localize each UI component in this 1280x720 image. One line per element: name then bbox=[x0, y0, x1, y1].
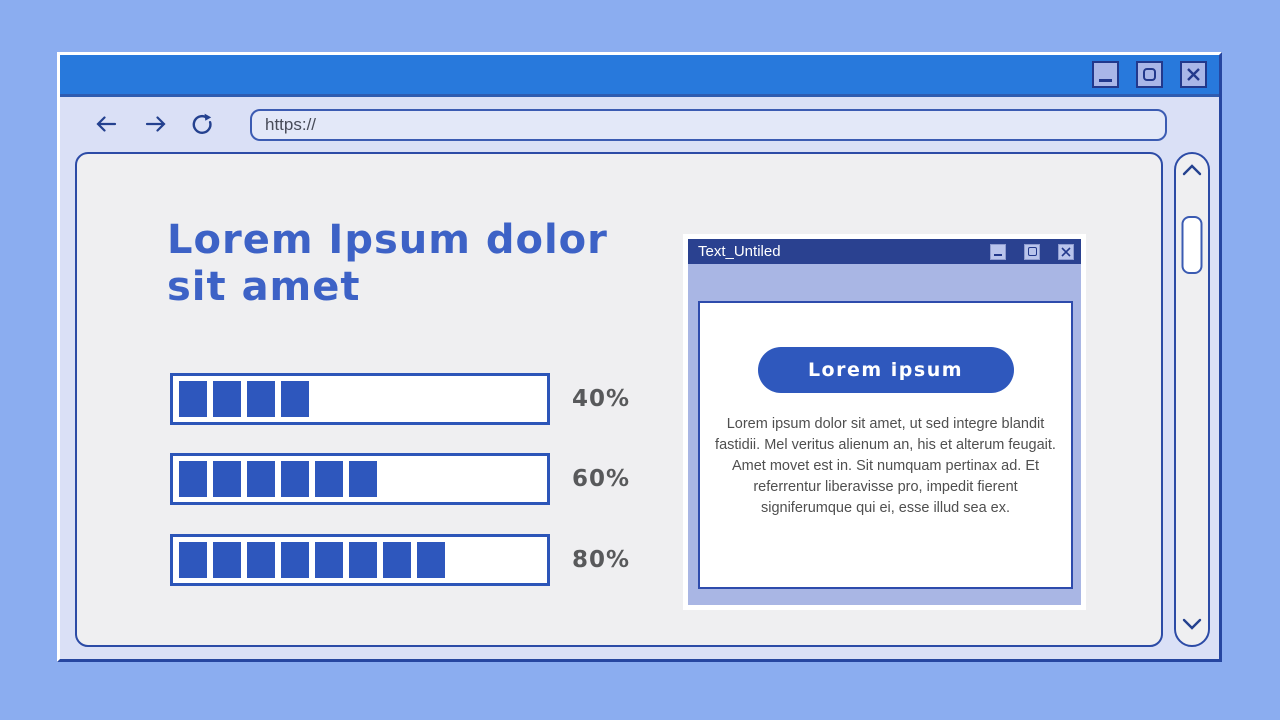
browser-window: https:// Lorem Ipsum dolor sit amet 40% … bbox=[57, 52, 1222, 662]
scroll-down-button[interactable] bbox=[1180, 616, 1204, 637]
page-title: Lorem Ipsum dolor sit amet bbox=[167, 217, 608, 311]
dialog-window: Text_Untiled L bbox=[683, 234, 1086, 610]
progress-block bbox=[349, 542, 377, 578]
progress-block bbox=[179, 381, 207, 417]
dialog-controls bbox=[990, 243, 1074, 260]
progress-row: 40% bbox=[170, 373, 630, 425]
dialog-close-button[interactable] bbox=[1058, 243, 1074, 260]
progress-block bbox=[315, 542, 343, 578]
progress-row: 60% bbox=[170, 453, 630, 505]
url-text: https:// bbox=[265, 115, 317, 134]
dialog-titlebar[interactable]: Text_Untiled bbox=[688, 239, 1081, 264]
progress-block bbox=[383, 542, 411, 578]
maximize-icon bbox=[1027, 247, 1037, 256]
refresh-button[interactable] bbox=[189, 111, 215, 137]
progress-block bbox=[281, 381, 309, 417]
scroll-up-button[interactable] bbox=[1180, 162, 1204, 183]
dialog-body-text: Lorem ipsum dolor sit amet, ut sed integ… bbox=[715, 416, 1056, 516]
progress-bar-80 bbox=[170, 534, 550, 586]
lorem-ipsum-button[interactable]: Lorem ipsum bbox=[757, 347, 1014, 393]
page-title-line2: sit amet bbox=[167, 264, 361, 310]
progress-block bbox=[213, 381, 241, 417]
scrollbar[interactable] bbox=[1174, 152, 1210, 647]
chevron-down-icon bbox=[1182, 618, 1202, 630]
progress-row: 80% bbox=[170, 534, 630, 586]
close-button[interactable] bbox=[1180, 61, 1207, 88]
progress-block bbox=[417, 542, 445, 578]
progress-block bbox=[349, 461, 377, 497]
close-icon bbox=[1187, 68, 1200, 81]
progress-block bbox=[247, 461, 275, 497]
progress-block bbox=[247, 542, 275, 578]
dialog-content-panel: Lorem ipsum Lorem ipsum dolor sit amet, … bbox=[698, 301, 1073, 589]
progress-label: 80% bbox=[572, 547, 631, 573]
maximize-icon bbox=[1143, 68, 1156, 81]
dialog-title: Text_Untiled bbox=[698, 243, 781, 260]
progress-block bbox=[247, 381, 275, 417]
address-bar[interactable]: https:// bbox=[250, 109, 1167, 141]
browser-titlebar[interactable] bbox=[60, 55, 1219, 97]
progress-label: 60% bbox=[572, 466, 631, 492]
minimize-button[interactable] bbox=[1092, 61, 1119, 88]
dialog-minimize-button[interactable] bbox=[990, 243, 1006, 260]
back-button[interactable] bbox=[93, 111, 119, 137]
dialog-body: Lorem ipsum Lorem ipsum dolor sit amet, … bbox=[688, 264, 1081, 605]
progress-bar-60 bbox=[170, 453, 550, 505]
maximize-button[interactable] bbox=[1136, 61, 1163, 88]
refresh-icon bbox=[192, 113, 212, 134]
close-icon bbox=[1061, 246, 1071, 257]
page-content-panel: Lorem Ipsum dolor sit amet 40% 60% 80% T… bbox=[75, 152, 1163, 647]
progress-label: 40% bbox=[572, 386, 631, 412]
progress-block bbox=[281, 542, 309, 578]
progress-block bbox=[213, 542, 241, 578]
progress-block bbox=[213, 461, 241, 497]
page-title-line1: Lorem Ipsum dolor bbox=[167, 217, 608, 263]
back-arrow-icon bbox=[96, 116, 117, 132]
progress-block bbox=[315, 461, 343, 497]
scrollbar-thumb[interactable] bbox=[1181, 216, 1203, 274]
chevron-up-icon bbox=[1182, 164, 1202, 176]
forward-arrow-icon bbox=[145, 116, 166, 132]
progress-block bbox=[179, 461, 207, 497]
minimize-icon bbox=[1099, 79, 1112, 82]
minimize-icon bbox=[994, 254, 1002, 256]
forward-button[interactable] bbox=[143, 111, 169, 137]
progress-block bbox=[179, 542, 207, 578]
progress-block bbox=[281, 461, 309, 497]
progress-bar-40 bbox=[170, 373, 550, 425]
dialog-maximize-button[interactable] bbox=[1024, 243, 1040, 260]
